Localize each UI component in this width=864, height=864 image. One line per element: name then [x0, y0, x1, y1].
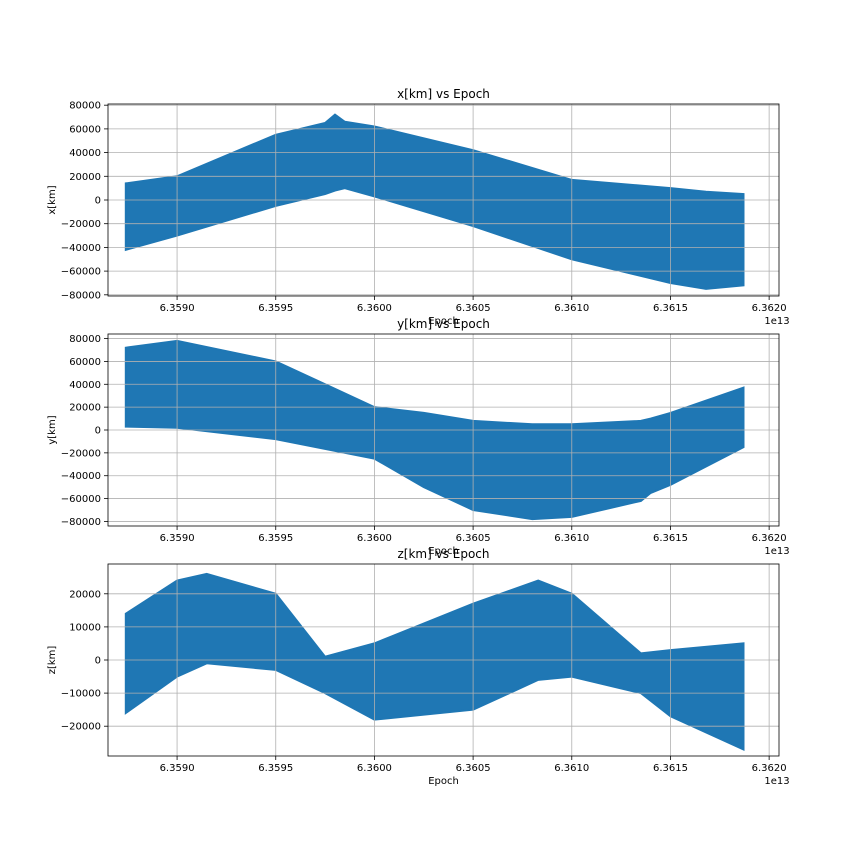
chart-2-xtick-label-4: 6.3610 — [554, 533, 589, 544]
chart-1-ytick-label-8: −80000 — [61, 290, 101, 301]
chart-1-xtick-label-6: 6.3620 — [752, 303, 787, 314]
chart-3-series — [124, 572, 745, 751]
chart-2-ytick-label-8: −80000 — [61, 517, 101, 528]
chart-2-ytick-label-0: 80000 — [69, 334, 101, 345]
chart-2-ytick-label-5: −20000 — [61, 448, 101, 459]
chart-1-xtick-label-3: 6.3605 — [456, 303, 491, 314]
chart-2-title: y[km] vs Epoch — [397, 317, 490, 331]
chart-3-title: z[km] vs Epoch — [397, 547, 489, 561]
chart-1-ytick-label-6: −40000 — [61, 243, 101, 254]
chart-3-x-offset-label: 1e13 — [764, 776, 789, 787]
chart-3-xtick-label-1: 6.3595 — [258, 763, 293, 774]
chart-1-xtick-label-2: 6.3600 — [357, 303, 392, 314]
chart-2: 6.3590 6.3595 6.3600 6.3605 6.3610 6.3615 6.36… — [47, 317, 790, 557]
chart-2-ytick-label-7: −60000 — [61, 494, 101, 505]
chart-2-xtick-label-6: 6.3620 — [752, 533, 787, 544]
chart-2-x-offset-label: 1e13 — [764, 546, 789, 557]
chart-1-xtick-label-5: 6.3615 — [653, 303, 688, 314]
chart-2-ytick-label-4: 0 — [95, 426, 101, 437]
chart-1: 6.3590 6.3595 6.3600 6.3605 6.3610 6.3615 6.36… — [47, 87, 790, 327]
chart-2-xtick-label-3: 6.3605 — [456, 533, 491, 544]
chart-2-xlabel: Epoch — [428, 546, 459, 557]
chart-3-xtick-label-5: 6.3615 — [653, 763, 688, 774]
chart-3: 6.3590 6.3595 6.3600 6.3605 6.3610 6.3615 6.36… — [47, 547, 790, 787]
chart-1-title: x[km] vs Epoch — [397, 87, 490, 101]
chart-2-xtick-label-5: 6.3615 — [653, 533, 688, 544]
chart-3-ytick-label-4: −20000 — [61, 722, 101, 733]
chart-1-ytick-label-5: −20000 — [61, 219, 101, 230]
chart-3-ytick-label-0: 20000 — [69, 589, 101, 600]
chart-2-xtick-label-0: 6.3590 — [160, 533, 195, 544]
chart-2-ylabel: y[km] — [47, 415, 58, 444]
chart-1-ytick-label-3: 20000 — [69, 172, 101, 183]
chart-2-xtick-label-1: 6.3595 — [258, 533, 293, 544]
chart-1-xtick-label-4: 6.3610 — [554, 303, 589, 314]
chart-2-xtick-label-2: 6.3600 — [357, 533, 392, 544]
chart-2-ytick-label-3: 20000 — [69, 403, 101, 414]
chart-1-ytick-label-2: 40000 — [69, 148, 101, 159]
chart-2-ytick-label-1: 60000 — [69, 357, 101, 368]
chart-2-ytick-label-6: −40000 — [61, 471, 101, 482]
chart-3-ylabel: z[km] — [47, 646, 58, 675]
chart-3-xlabel: Epoch — [428, 776, 459, 787]
chart-1-xlabel: Epoch — [428, 316, 459, 327]
chart-3-xtick-label-6: 6.3620 — [752, 763, 787, 774]
chart-3-xtick-label-4: 6.3610 — [554, 763, 589, 774]
chart-1-series — [124, 113, 745, 290]
chart-1-xtick-label-1: 6.3595 — [258, 303, 293, 314]
chart-3-xtick-label-3: 6.3605 — [456, 763, 491, 774]
chart-1-ytick-label-7: −60000 — [61, 267, 101, 278]
chart-1-ylabel: x[km] — [47, 185, 58, 214]
chart-1-xtick-label-0: 6.3590 — [160, 303, 195, 314]
chart-3-ytick-label-2: 0 — [95, 656, 101, 667]
chart-1-ytick-label-0: 80000 — [69, 101, 101, 112]
chart-3-ytick-label-3: −10000 — [61, 689, 101, 700]
chart-3-ytick-label-1: 10000 — [69, 622, 101, 633]
chart-2-ytick-label-2: 40000 — [69, 380, 101, 391]
chart-1-ytick-label-4: 0 — [95, 196, 101, 207]
chart-3-xtick-label-0: 6.3590 — [160, 763, 195, 774]
chart-1-ytick-label-1: 60000 — [69, 124, 101, 135]
chart-1-x-offset-label: 1e13 — [764, 316, 789, 327]
chart-3-xtick-label-2: 6.3600 — [357, 763, 392, 774]
